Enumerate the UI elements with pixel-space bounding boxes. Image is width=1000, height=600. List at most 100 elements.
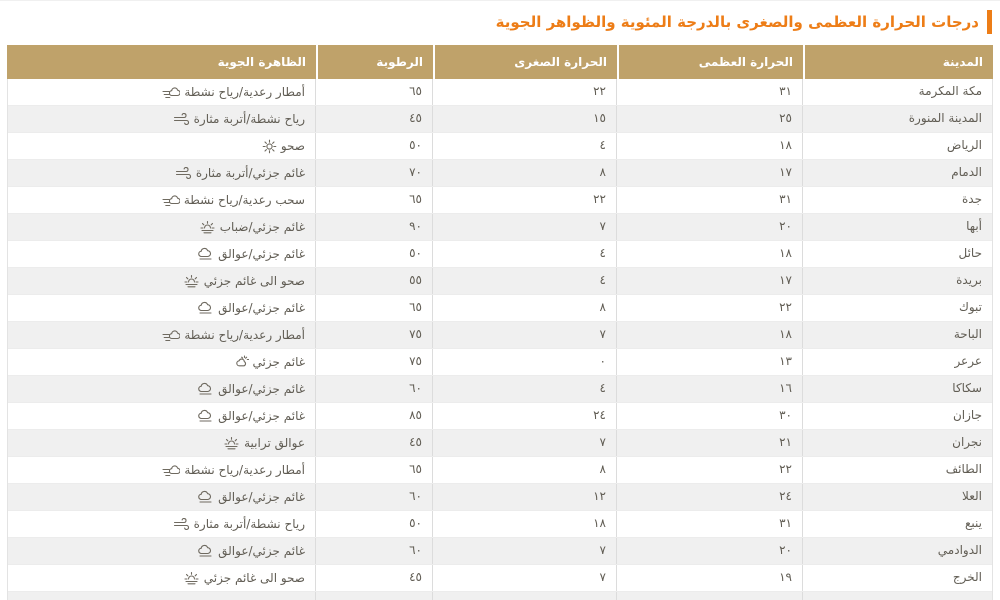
max-temp-cell: ٢١ <box>616 430 802 456</box>
cloud-haze-icon <box>197 490 214 504</box>
city-cell: تبوك <box>802 295 992 321</box>
city-cell: نجران <box>802 430 992 456</box>
table-row: حائل ١٨ ٤ ٥٠ غائم جزئي/عوالق <box>8 241 992 268</box>
max-temp-cell: ٣١ <box>616 511 802 537</box>
empty-cell <box>616 592 802 600</box>
table-row: بريدة ١٧ ٤ ٥٥ صحو الى غائم جزئي <box>8 268 992 295</box>
weather-label: أمطار رعدية/رياح نشطة <box>184 84 305 99</box>
humidity-cell: ٥٥ <box>315 268 432 294</box>
cloud-haze-icon <box>197 247 214 261</box>
city-cell: بريدة <box>802 268 992 294</box>
weather-label: غائم جزئي/عوالق <box>218 300 305 315</box>
max-temp-cell: ٣١ <box>616 187 802 213</box>
title-accent-bar <box>987 10 992 34</box>
table-row-partial <box>8 592 992 600</box>
max-temp-cell: ٣١ <box>616 79 802 105</box>
max-temp-cell: ٢٢ <box>616 457 802 483</box>
min-temp-cell: ٨ <box>432 295 616 321</box>
weather-label: رياح نشطة/أتربة مثارة <box>193 111 305 126</box>
weather-cell: سحب رعدية/رياح نشطة <box>8 187 315 213</box>
weather-cell: أمطار رعدية/رياح نشطة <box>8 457 315 483</box>
city-cell: الطائف <box>802 457 992 483</box>
city-cell: مكة المكرمة <box>802 79 992 105</box>
table-row: أبها ٢٠ ٧ ٩٠ غائم جزئي/ضباب <box>8 214 992 241</box>
humidity-cell: ٦٥ <box>315 79 432 105</box>
sun-haze-icon <box>183 571 200 585</box>
city-cell: عرعر <box>802 349 992 375</box>
table-row: مكة المكرمة ٣١ ٢٢ ٦٥ أمطار رعدية/رياح نشطة <box>8 79 992 106</box>
city-cell: العلا <box>802 484 992 510</box>
column-header-weather: الظاهرة الجوية <box>217 55 306 69</box>
max-temp-cell: ١٩ <box>616 565 802 591</box>
min-temp-cell: ٧ <box>432 430 616 456</box>
max-temp-cell: ٢٠ <box>616 214 802 240</box>
min-temp-cell: ٨ <box>432 160 616 186</box>
empty-cell <box>315 592 432 600</box>
weather-label: غائم جزئي <box>252 354 305 369</box>
weather-label: أمطار رعدية/رياح نشطة <box>184 462 305 477</box>
city-cell: أبها <box>802 214 992 240</box>
page-title-bar: درجات الحرارة العظمى والصغرى بالدرجة الم… <box>0 1 1000 34</box>
humidity-cell: ٦٠ <box>315 538 432 564</box>
weather-cell: صحو الى غائم جزئي <box>8 268 315 294</box>
table-row: العلا ٢٤ ١٢ ٦٠ غائم جزئي/عوالق <box>8 484 992 511</box>
weather-cell: غائم جزئي/عوالق <box>8 241 315 267</box>
humidity-cell: ٤٥ <box>315 106 432 132</box>
min-temp-cell: ٢٤ <box>432 403 616 429</box>
weather-cell: صحو الى غائم جزئي <box>8 565 315 591</box>
wind-icon <box>175 167 192 179</box>
min-temp-cell: ١٨ <box>432 511 616 537</box>
humidity-cell: ٤٥ <box>315 565 432 591</box>
weather-label: غائم جزئي/عوالق <box>218 246 305 261</box>
wind-icon <box>173 113 190 125</box>
storm-rain-wind-icon <box>162 464 181 477</box>
sun-haze-icon <box>199 220 216 234</box>
weather-cell: رياح نشطة/أتربة مثارة <box>8 511 315 537</box>
max-temp-cell: ٢٢ <box>616 295 802 321</box>
weather-label: صحو الى غائم جزئي <box>203 570 305 585</box>
table-row: الطائف ٢٢ ٨ ٦٥ أمطار رعدية/رياح نشطة <box>8 457 992 484</box>
min-temp-cell: ٤ <box>432 241 616 267</box>
city-cell: سكاكا <box>802 376 992 402</box>
weather-cell: عوالق ترابية <box>8 430 315 456</box>
max-temp-cell: ٢٤ <box>616 484 802 510</box>
max-temp-cell: ١٨ <box>616 241 802 267</box>
wind-icon <box>173 518 190 530</box>
min-temp-cell: ٧ <box>432 214 616 240</box>
city-cell: جازان <box>802 403 992 429</box>
min-temp-cell: ٤ <box>432 268 616 294</box>
min-temp-cell: ٧ <box>432 538 616 564</box>
max-temp-cell: ١٧ <box>616 268 802 294</box>
weather-label: غائم جزئي/عوالق <box>218 543 305 558</box>
humidity-cell: ٦٠ <box>315 484 432 510</box>
storm-rain-wind-icon <box>162 194 180 207</box>
table-row: المدينة المنورة ٢٥ ١٥ ٤٥ رياح نشطة/أتربة مثا… <box>8 106 992 133</box>
column-header-min-temp: الحرارة الصغرى <box>433 45 617 79</box>
cloud-haze-icon <box>197 382 214 396</box>
max-temp-cell: ١٧ <box>616 160 802 186</box>
column-header-city: المدينة <box>803 45 993 79</box>
weather-label: غائم جزئي/عوالق <box>218 489 305 504</box>
weather-label: غائم جزئي/ضباب <box>219 219 305 234</box>
humidity-cell: ٥٠ <box>315 133 432 159</box>
city-cell: الدوادمي <box>802 538 992 564</box>
storm-rain-wind-icon <box>162 329 181 342</box>
table-header-row: المدينة الحرارة العظمى الحرارة الصغرى ال… <box>7 45 993 79</box>
table-row: ينبع ٣١ ١٨ ٥٠ رياح نشطة/أتربة مثارة <box>8 511 992 538</box>
min-temp-cell: ٢٢ <box>432 79 616 105</box>
city-cell: ينبع <box>802 511 992 537</box>
weather-cell: أمطار رعدية/رياح نشطة <box>8 322 315 348</box>
min-temp-cell: ٤ <box>432 376 616 402</box>
min-temp-cell: ٤ <box>432 133 616 159</box>
table-row: الدمام ١٧ ٨ ٧٠ غائم جزئي/أتربة مثارة <box>8 160 992 187</box>
empty-cell <box>802 592 992 600</box>
humidity-cell: ٧٥ <box>315 322 432 348</box>
max-temp-cell: ٣٠ <box>616 403 802 429</box>
table-row: الباحة ١٨ ٧ ٧٥ أمطار رعدية/رياح نشطة <box>8 322 992 349</box>
max-temp-cell: ١٣ <box>616 349 802 375</box>
table-row: الدوادمي ٢٠ ٧ ٦٠ غائم جزئي/عوالق <box>8 538 992 565</box>
city-cell: الباحة <box>802 322 992 348</box>
cloud-haze-icon <box>197 301 214 315</box>
max-temp-cell: ٢٠ <box>616 538 802 564</box>
